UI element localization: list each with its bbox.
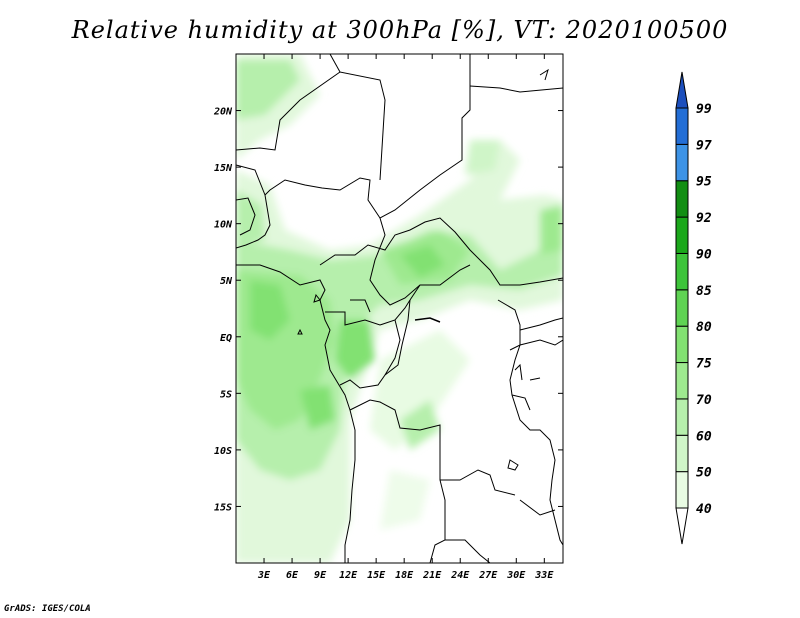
colorbar-segment (675, 107, 689, 145)
colorbar-segment (675, 143, 689, 182)
colorbar-segment (675, 289, 689, 327)
lat-tick-label: 20N (213, 107, 233, 118)
colorbar-segment (675, 325, 689, 364)
lat-tick-label: 5N (220, 276, 233, 287)
lon-tick-label: 3E (257, 570, 271, 581)
colorbar-label: 92 (696, 211, 712, 226)
humidity-field (236, 54, 563, 563)
colorbar-label: 80 (696, 320, 712, 335)
colorbar-upper-triangle (675, 71, 689, 109)
colorbar: 40 50 60 70 75 80 85 90 92 95 97 99 (675, 71, 712, 545)
lat-tick-label: 10S (214, 446, 232, 457)
map-title: Relative humidity at 300hPa [%], VT: 202… (71, 16, 729, 44)
colorbar-label: 40 (696, 502, 712, 517)
colorbar-label: 70 (696, 393, 712, 408)
lon-tick-label: 27E (478, 570, 498, 581)
colorbar-label: 99 (696, 102, 712, 117)
lon-tick-label: 30E (506, 570, 526, 581)
colorbar-segment (675, 252, 689, 291)
lat-tick-label: 15S (214, 502, 232, 513)
lon-tick-label: 24E (450, 570, 470, 581)
lon-tick-label: 9E (314, 570, 327, 581)
colorbar-label: 90 (696, 247, 712, 262)
colorbar-segment (675, 362, 689, 400)
lon-tick-label: 12E (339, 570, 358, 581)
lon-tick-label: 33E (534, 570, 554, 581)
lat-tick-label: EQ (220, 333, 232, 344)
lat-tick-label: 15N (214, 163, 233, 174)
lat-tick-label: 5S (220, 389, 232, 400)
colorbar-segment (675, 398, 689, 436)
plot-frame (235, 53, 564, 564)
colorbar-segment (675, 180, 689, 218)
lon-tick-label: 18E (395, 570, 414, 581)
colorbar-segment (675, 434, 689, 473)
lon-tick-label: 21E (422, 570, 442, 581)
colorbar-label: 95 (696, 175, 712, 190)
colorbar-label: 75 (696, 357, 712, 372)
colorbar-label: 85 (696, 284, 712, 299)
latitude-axis: 20N 15N 10N 5N EQ 5S 10S 15S (213, 107, 563, 513)
longitude-axis: 3E 6E 9E 12E 15E 18E 21E 24E 27E 30E 33E (257, 54, 554, 581)
colorbar-label: 97 (696, 138, 712, 153)
colorbar-label: 60 (696, 429, 712, 444)
colorbar-lower-triangle (675, 507, 689, 545)
grads-credit: GrADS: IGES/COLA (4, 604, 91, 614)
lon-tick-label: 6E (286, 570, 299, 581)
lat-tick-label: 10N (214, 220, 233, 231)
colorbar-label: 50 (696, 466, 712, 481)
colorbar-segment (675, 471, 689, 509)
colorbar-segment (675, 216, 689, 254)
country-borders (236, 54, 563, 563)
lon-tick-label: 15E (367, 570, 386, 581)
